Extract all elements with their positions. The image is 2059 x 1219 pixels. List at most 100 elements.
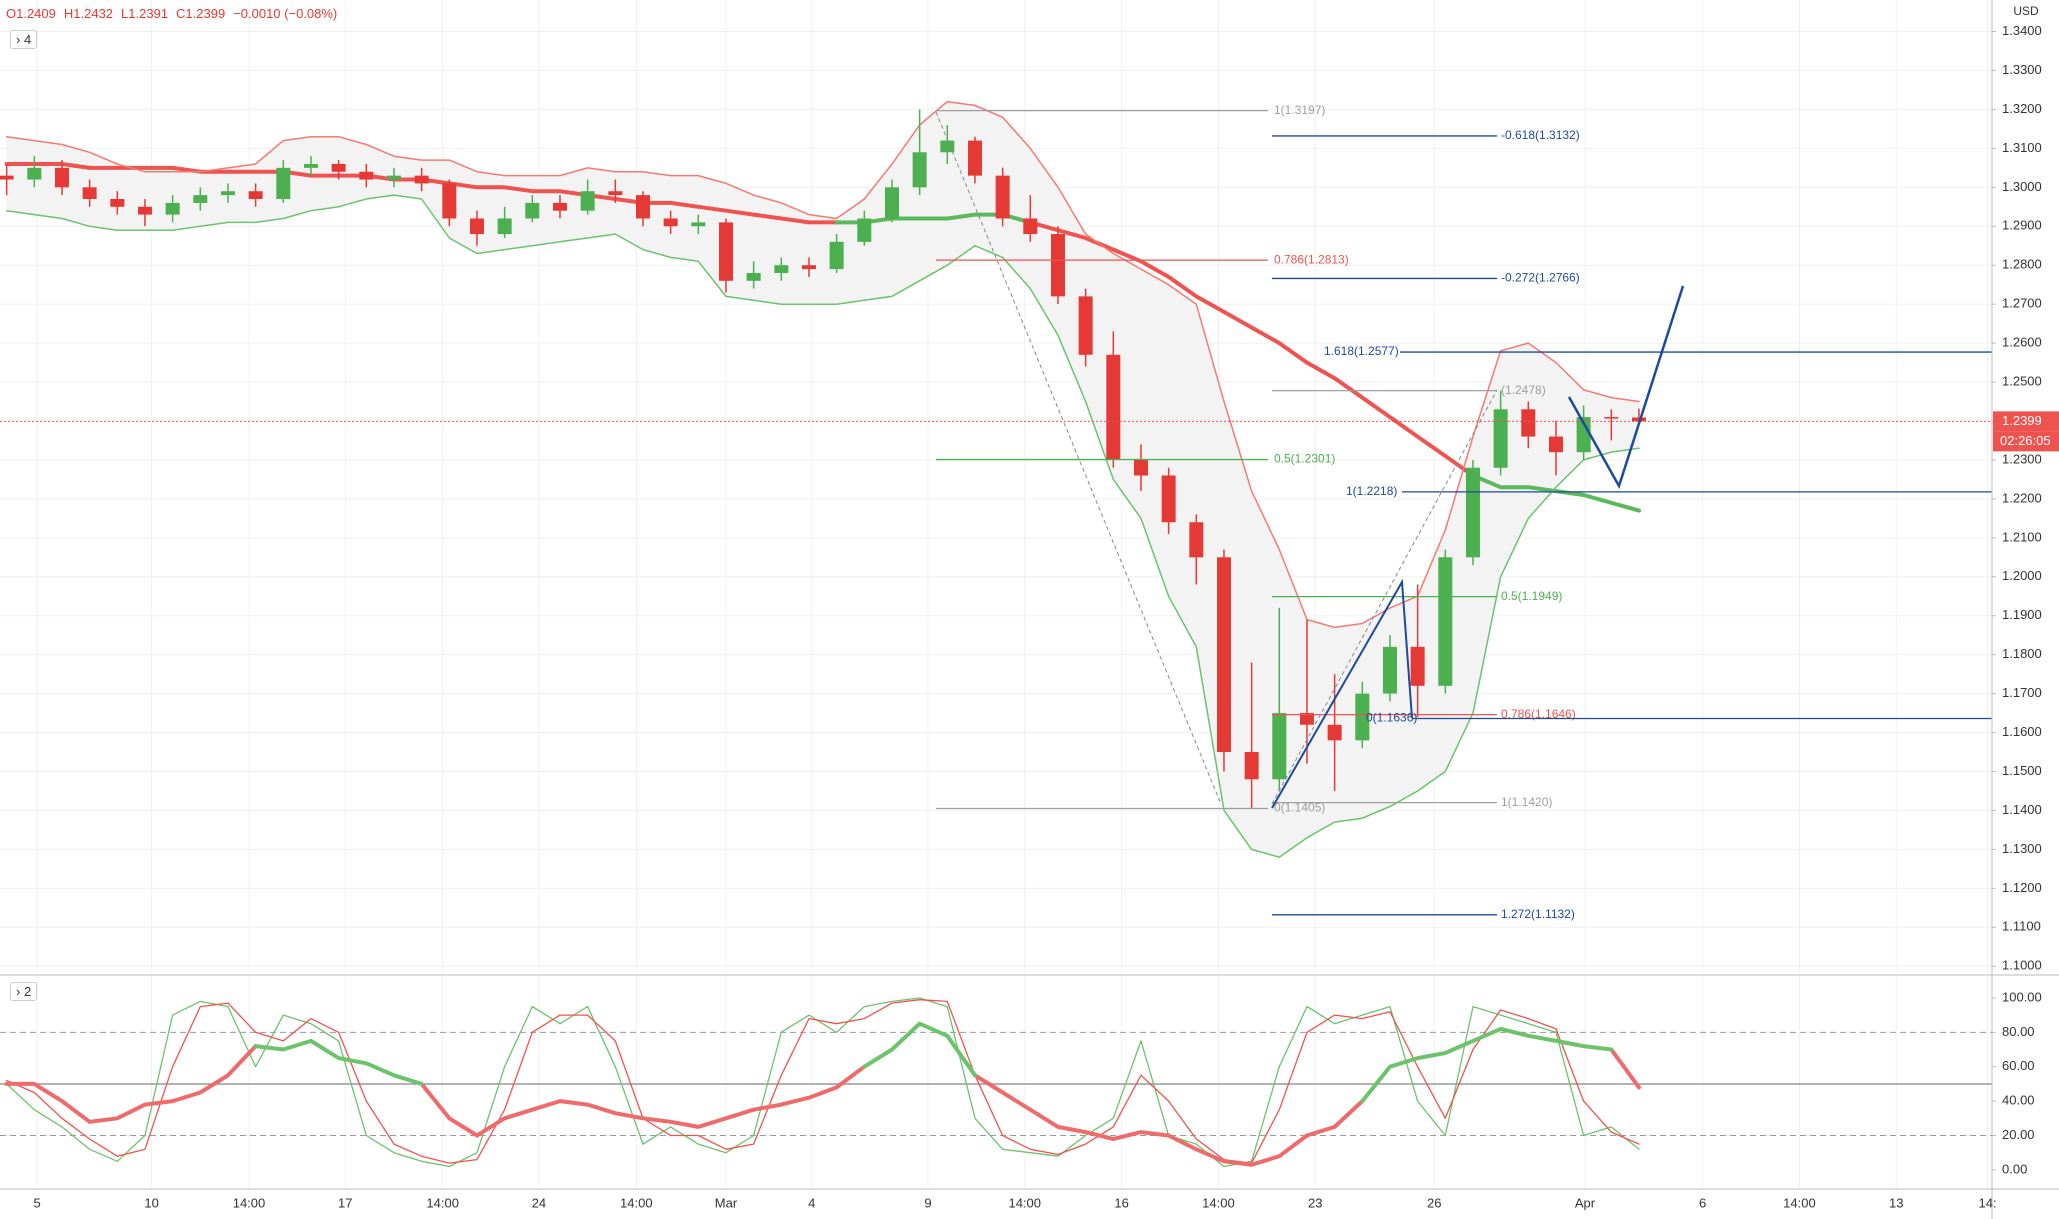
y-tick-label: 1.2900 <box>2002 218 2042 233</box>
close: C1.2399 <box>176 6 226 21</box>
candle-body <box>27 167 42 180</box>
countdown-tag <box>1993 431 2059 452</box>
y-tick-label: 40.00 <box>2002 1093 2035 1108</box>
candle-body <box>469 218 484 235</box>
y-tick-label: 1.1700 <box>2002 685 2042 700</box>
countdown-label: 02:26:05 <box>2000 433 2051 448</box>
candle-body <box>1521 409 1536 437</box>
candle-body <box>552 202 567 211</box>
pattern-line <box>1567 285 1685 490</box>
fib-label: -0.618(1.3132) <box>1501 128 1580 142</box>
candle-body <box>1272 713 1287 780</box>
price-axis-bg <box>1992 0 2059 1219</box>
y-tick-label: 1.1100 <box>2002 919 2041 934</box>
candle-body <box>1465 467 1480 558</box>
candle-body <box>1189 522 1204 558</box>
fib-label: 0.5(1.2301) <box>1274 452 1335 466</box>
candle-body <box>940 140 955 153</box>
y-tick-label: 1.2000 <box>2002 568 2042 583</box>
candle-body <box>442 183 457 219</box>
x-tick-label: 24 <box>532 1195 546 1210</box>
y-tick-label: 1.2100 <box>2002 529 2042 544</box>
x-tick-label: 5 <box>33 1195 40 1210</box>
main-pane-badge[interactable]: › 4 <box>10 30 38 49</box>
fib-label: 0.5(1.1949) <box>1501 589 1562 603</box>
x-tick-label: 4 <box>808 1195 815 1210</box>
candle-body <box>193 195 208 203</box>
candle-body <box>1576 417 1591 453</box>
x-tick-label: Mar <box>715 1195 738 1210</box>
candle-body <box>359 171 374 180</box>
candle-body <box>1493 409 1508 468</box>
oscillator-line <box>5 999 1640 1164</box>
indicator-count: 2 <box>23 984 32 999</box>
candle-body <box>1023 218 1038 235</box>
candle-body <box>995 175 1010 219</box>
fib-label: 0(1.1405) <box>1274 801 1325 815</box>
candle-body <box>137 206 152 215</box>
high: H1.2432 <box>63 6 114 21</box>
candle-body <box>801 265 816 270</box>
y-tick-label: 1.2500 <box>2002 373 2042 388</box>
open: O1.2409 <box>6 6 56 21</box>
ohlc-header: O1.2409 H1.2432 L1.2391 C1.2399 −0.0010 (−0.… <box>6 6 345 21</box>
candle-body <box>1548 436 1563 453</box>
candle-body <box>635 195 650 219</box>
candle-body <box>1133 459 1148 476</box>
fib-label: 1.618(1.2577) <box>1324 344 1399 358</box>
x-tick-label: 14:00 <box>1008 1195 1041 1210</box>
y-tick-label: 1.1300 <box>2002 841 2042 856</box>
x-tick-label: 26 <box>1427 1195 1441 1210</box>
candle-body <box>580 191 595 211</box>
y-tick-label: 1.2600 <box>2002 335 2042 350</box>
oscillator-line <box>5 997 1640 1168</box>
candle-body <box>525 202 540 219</box>
candle-body <box>248 191 263 200</box>
candle-body <box>608 191 623 196</box>
candle-body <box>1078 296 1093 355</box>
pattern-line <box>1271 578 1413 809</box>
x-tick-label: 14:00 <box>426 1195 459 1210</box>
y-tick-label: 1.1000 <box>2002 958 2042 973</box>
y-tick-label: 20.00 <box>2002 1127 2035 1142</box>
candle-body <box>884 187 899 219</box>
x-tick-label: 17 <box>338 1195 352 1210</box>
x-tick-label: 10 <box>144 1195 158 1210</box>
change: −0.0010 (−0.08%) <box>233 6 338 21</box>
y-tick-label: 1.3200 <box>2002 101 2042 116</box>
candle-body <box>857 218 872 242</box>
fib-label: 1.272(1.1132) <box>1501 907 1575 921</box>
candle-body <box>691 222 706 227</box>
candle-body <box>1050 234 1065 297</box>
y-tick-label: 1.1200 <box>2002 880 2042 895</box>
y-tick-label: 100.00 <box>2002 989 2042 1004</box>
y-tick-label: 80.00 <box>2002 1024 2035 1039</box>
candle-body <box>746 273 761 281</box>
trend-dashed <box>935 111 1222 805</box>
candle-body <box>967 140 982 176</box>
candle-body <box>220 191 235 196</box>
candle-body <box>165 202 180 215</box>
fib-label: 0.786(1.2813) <box>1274 252 1349 266</box>
fib-label: 0(1.1636) <box>1366 711 1417 725</box>
y-tick-label: 1.3000 <box>2002 179 2042 194</box>
fib-levels: 1(1.3197) 0.786(1.2813) 0.5(1.2301) 0(1.140… <box>0 103 1992 921</box>
candle-body <box>1244 752 1259 780</box>
candle-body <box>0 175 14 180</box>
y-tick-label: 60.00 <box>2002 1058 2035 1073</box>
y-tick-label: 1.3100 <box>2002 140 2042 155</box>
fib-label: 1(1.1420) <box>1501 795 1552 809</box>
fib-label: 1(1.2218) <box>1346 484 1397 498</box>
band-area <box>6 101 1640 858</box>
x-tick-label: 14:00 <box>233 1195 266 1210</box>
trend-dashed <box>1271 389 1498 805</box>
indicator-line <box>5 100 1640 629</box>
sub-pane-badge[interactable]: › 2 <box>10 982 38 1001</box>
y-tick-label: 1.2800 <box>2002 257 2042 272</box>
y-tick-label: 1.2300 <box>2002 451 2042 466</box>
y-tick-label: 1.2700 <box>2002 296 2042 311</box>
low: L1.2391 <box>121 6 169 21</box>
